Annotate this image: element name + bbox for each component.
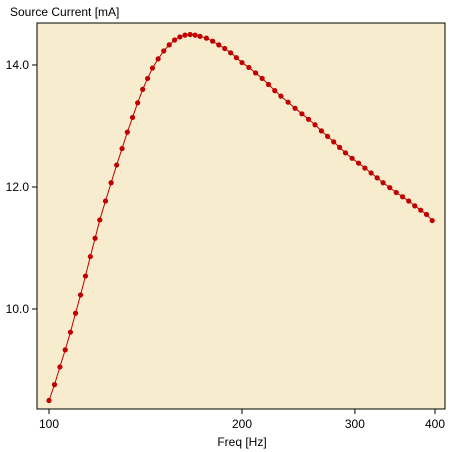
data-point [423, 211, 430, 218]
data-point [429, 217, 435, 224]
data-point [62, 347, 68, 353]
data-point [228, 50, 234, 56]
data-point [124, 129, 130, 135]
data-point [285, 99, 291, 105]
y-tick-label: 14.0 [6, 58, 30, 72]
y-axis-label: Source Current [mA] [10, 5, 119, 19]
data-point [77, 292, 84, 298]
data-point [380, 180, 386, 186]
data-point [192, 32, 198, 38]
data-point [119, 145, 125, 152]
data-point [97, 217, 103, 223]
data-point [210, 38, 216, 44]
data-point [387, 185, 393, 191]
data-point [203, 35, 210, 41]
x-tick-label: 300 [345, 417, 365, 431]
y-tick-label: 12.0 [6, 180, 30, 194]
data-point [393, 189, 399, 196]
data-point [149, 65, 156, 71]
data-series [46, 31, 435, 404]
x-tick-label: 400 [425, 417, 445, 431]
data-point [129, 114, 136, 121]
data-point [114, 162, 120, 168]
x-axis-label: Freq [Hz] [217, 435, 266, 449]
data-point [172, 37, 178, 43]
data-point [87, 253, 93, 260]
data-point [265, 81, 272, 88]
data-point [272, 88, 278, 94]
data-point [325, 133, 331, 139]
data-point [259, 75, 265, 82]
data-point [108, 180, 114, 186]
data-point [177, 34, 183, 40]
data-point [51, 382, 58, 388]
data-point [305, 116, 312, 122]
data-point [92, 235, 98, 241]
data-point [72, 310, 79, 316]
data-point [82, 273, 89, 279]
x-tick-label: 100 [39, 417, 59, 431]
data-point [197, 33, 203, 39]
data-point [337, 144, 343, 150]
data-point [362, 165, 368, 171]
data-point [299, 111, 305, 117]
data-point [355, 160, 362, 166]
data-point [374, 175, 380, 181]
data-point [222, 45, 228, 52]
data-point [161, 48, 167, 54]
data-point [399, 194, 406, 200]
x-tick-label: 200 [232, 417, 252, 431]
data-point [292, 105, 298, 111]
data-point [145, 75, 151, 82]
data-point [412, 203, 418, 209]
data-point [406, 198, 412, 204]
data-point [155, 56, 161, 62]
data-point [239, 59, 245, 66]
data-point [252, 70, 259, 76]
data-point [368, 170, 374, 176]
data-point [233, 55, 239, 61]
data-point [140, 86, 146, 92]
data-point [182, 32, 188, 38]
data-point [67, 329, 74, 335]
data-point [46, 397, 52, 404]
data-point [57, 364, 63, 370]
data-point [418, 207, 424, 213]
axis-ticks: 100 200 300 400 10.0 12.0 14.0 [6, 58, 446, 431]
data-point [349, 155, 355, 161]
data-point [278, 93, 284, 99]
data-point [312, 122, 318, 128]
data-point [187, 31, 193, 38]
data-point [135, 100, 141, 106]
data-point [166, 42, 172, 48]
y-tick-label: 10.0 [6, 302, 30, 316]
plot-area [36, 22, 446, 410]
data-point [318, 128, 325, 134]
data-point [246, 64, 252, 71]
data-point [342, 150, 349, 156]
data-point [102, 198, 109, 204]
data-point [331, 139, 337, 145]
data-point [216, 42, 222, 48]
